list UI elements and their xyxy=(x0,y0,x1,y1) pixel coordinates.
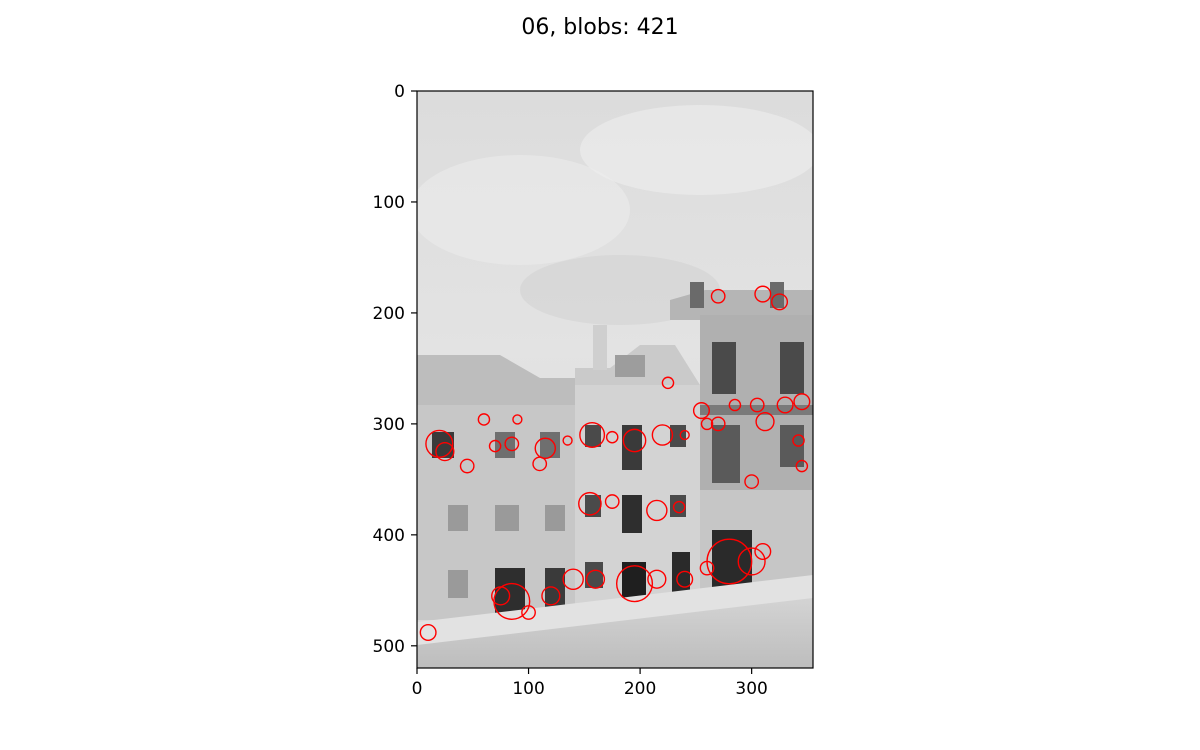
blob-marker xyxy=(679,429,690,441)
blob-marker xyxy=(728,398,742,412)
blob-marker xyxy=(672,500,686,514)
y-tick-label: 500 xyxy=(373,637,405,657)
blob-marker xyxy=(512,414,523,425)
blob-marker xyxy=(755,412,775,432)
plot-frame xyxy=(416,90,814,669)
blob-marker xyxy=(615,565,654,603)
y-tick-label: 300 xyxy=(373,415,405,435)
x-tick-label: 300 xyxy=(735,679,767,699)
y-tick-label: 200 xyxy=(373,304,405,324)
blob-marker xyxy=(605,430,619,444)
blob-marker xyxy=(661,376,675,390)
blob-marker xyxy=(771,293,789,311)
x-tick-label: 200 xyxy=(624,679,656,699)
blob-marker xyxy=(744,474,760,489)
blob-marker xyxy=(504,436,520,452)
y-axis-ticks: 0 100 200 300 400 500 xyxy=(373,82,417,657)
blob-marker xyxy=(754,542,772,560)
y-tick-label: 100 xyxy=(373,193,405,213)
blob-marker xyxy=(562,435,573,446)
blob-marker xyxy=(795,459,809,473)
blob-marker xyxy=(534,437,557,460)
blob-marker xyxy=(706,538,753,585)
blob-markers xyxy=(419,285,811,642)
blob-marker xyxy=(562,568,584,590)
blob-marker xyxy=(749,397,765,413)
blob-marker xyxy=(692,402,710,420)
blob-marker xyxy=(425,429,454,458)
blob-marker xyxy=(776,396,794,414)
blob-marker xyxy=(532,456,548,472)
blob-marker xyxy=(647,569,667,589)
photo-background xyxy=(417,91,813,668)
y-tick-label: 400 xyxy=(373,526,405,546)
x-axis-ticks: 0 100 200 300 xyxy=(412,668,768,699)
blob-marker xyxy=(491,586,511,606)
x-tick-label: 0 xyxy=(412,679,423,699)
blob-marker xyxy=(579,422,606,448)
blob-marker xyxy=(754,285,772,303)
blob-marker xyxy=(710,288,726,304)
blob-marker xyxy=(710,416,726,432)
blob-marker xyxy=(459,458,475,474)
blob-marker xyxy=(488,439,502,453)
image-plot-area xyxy=(417,91,813,668)
blob-marker xyxy=(435,442,455,462)
figure-title: 06, blobs: 421 xyxy=(521,15,678,40)
blob-marker xyxy=(646,499,668,522)
blob-marker xyxy=(578,491,602,516)
y-tick-label: 0 xyxy=(394,82,405,102)
blob-marker xyxy=(793,393,811,411)
blob-marker xyxy=(651,424,674,446)
blob-marker xyxy=(585,569,606,589)
blob-marker xyxy=(419,623,437,642)
x-tick-label: 100 xyxy=(512,679,544,699)
blob-marker xyxy=(521,605,536,620)
blob-marker xyxy=(604,494,620,509)
blob-marker xyxy=(622,428,647,453)
blob-marker xyxy=(477,413,491,426)
blob-marker xyxy=(700,417,714,431)
blob-marker xyxy=(792,434,805,447)
blob-marker xyxy=(676,570,694,588)
blob-marker xyxy=(541,586,561,606)
blob-marker xyxy=(737,547,766,576)
axes: 0 100 200 300 0 100 200 300 400 500 xyxy=(373,82,814,699)
